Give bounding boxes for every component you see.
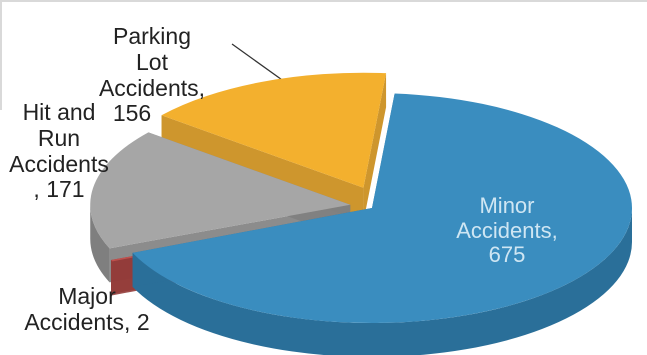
slice-side-hit-and-run-accidents	[90, 204, 110, 283]
parking-lot-leader-line	[231, 43, 286, 83]
left-border	[0, 0, 2, 110]
label-major-accidents: Major Accidents, 2	[24, 283, 150, 335]
slice-side-minor-accidents	[132, 208, 632, 355]
slice-hit-and-run-accidents	[90, 132, 351, 249]
label-parking-lot-accidents: Parking Lot Accidents, 156	[98, 23, 206, 127]
top-border	[0, 0, 647, 2]
slice-minor-accidents	[132, 93, 633, 323]
label-hit-and-run-accidents: Hit and Run Accidents , 171	[9, 99, 109, 203]
slice-parking-lot-accidents	[161, 72, 387, 188]
label-minor-accidents: Minor Accidents, 675	[456, 193, 558, 268]
slice-wall-parking-lot-accidents-1	[363, 73, 387, 222]
